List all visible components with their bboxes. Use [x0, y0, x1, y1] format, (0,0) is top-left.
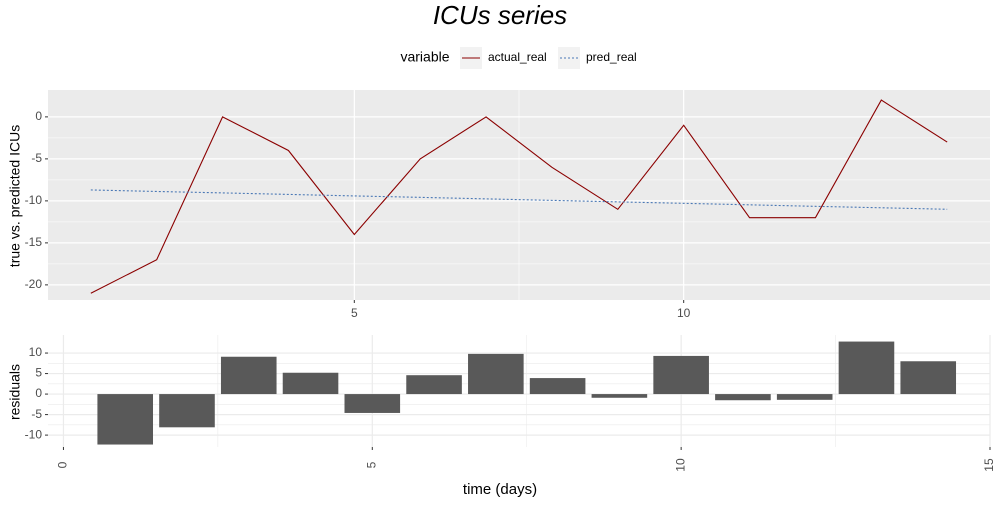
bar — [282, 372, 339, 395]
y-axis-label: true vs. predicted ICUs — [7, 125, 23, 267]
bar — [776, 394, 833, 400]
bar — [900, 361, 957, 395]
bar — [159, 394, 215, 428]
x-tick-label: 15 — [982, 458, 996, 472]
y-axis-label: residuals — [7, 364, 23, 420]
y-tick-label: -5 — [31, 407, 42, 421]
series-line — [90, 99, 948, 294]
x-tick-label: 10 — [673, 458, 687, 472]
y-tick-label: -10 — [25, 427, 43, 441]
bar — [406, 375, 462, 395]
x-axis-label: time (days) — [463, 481, 537, 498]
y-tick-label: -15 — [25, 235, 43, 249]
bar — [591, 394, 648, 398]
y-tick-label: -20 — [25, 277, 43, 291]
series-line — [90, 189, 948, 210]
y-tick-label: 5 — [35, 366, 42, 380]
bar — [838, 341, 895, 395]
bar — [344, 394, 401, 413]
bar — [468, 353, 524, 395]
chart-title: ICUs series — [433, 0, 567, 30]
y-tick-label: -5 — [31, 151, 42, 165]
y-tick-label: -10 — [25, 193, 43, 207]
bar — [715, 394, 771, 401]
x-tick-label: 5 — [364, 461, 378, 468]
bar — [97, 394, 154, 445]
bar — [220, 356, 277, 395]
x-tick-label: 0 — [56, 461, 70, 468]
y-tick-label: 10 — [29, 345, 43, 359]
x-tick-label: 10 — [677, 306, 691, 320]
y-tick-label: 0 — [35, 109, 42, 123]
legend-label: pred_real — [586, 50, 637, 64]
legend-label: actual_real — [488, 50, 547, 64]
bar — [529, 378, 586, 395]
x-tick-label: 5 — [351, 306, 358, 320]
y-tick-label: 0 — [35, 386, 42, 400]
legend-title: variable — [400, 49, 449, 65]
bar — [653, 355, 709, 395]
